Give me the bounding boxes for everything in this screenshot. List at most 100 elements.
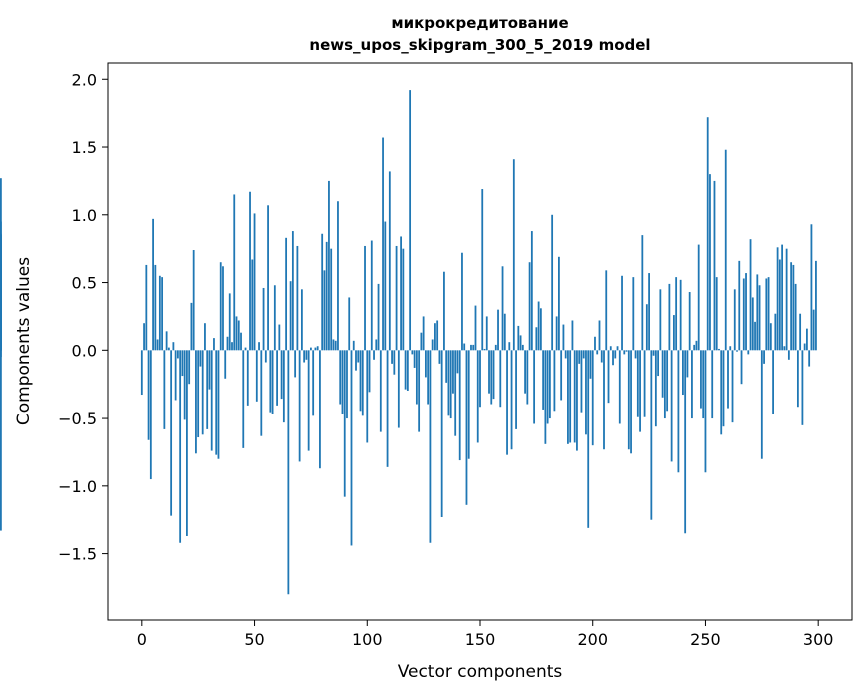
bar (377, 283, 380, 351)
bar (0, 350, 2, 531)
bar (472, 344, 475, 351)
bar (431, 339, 434, 351)
bar (0, 269, 2, 351)
bar (253, 213, 256, 351)
bar (449, 350, 452, 419)
bar (149, 350, 152, 480)
bar (609, 346, 612, 351)
bar (600, 350, 603, 363)
bar (210, 350, 213, 451)
bar (605, 270, 608, 351)
bar (654, 350, 657, 427)
bar (276, 350, 278, 406)
bar (573, 350, 576, 443)
bar (539, 308, 542, 351)
bar (278, 324, 281, 351)
bar (781, 244, 784, 351)
bar (582, 350, 585, 359)
bar (799, 313, 802, 351)
bar (215, 350, 218, 455)
bar (704, 350, 707, 473)
y-tick-label: −0.5 (58, 409, 97, 428)
bar (765, 278, 768, 351)
bar (749, 239, 752, 351)
bar (612, 350, 614, 366)
bars-group (0, 90, 817, 595)
bar (158, 275, 161, 351)
bar (740, 350, 743, 385)
bar (337, 201, 339, 351)
bar (682, 350, 684, 396)
bar (530, 231, 533, 351)
bar (161, 277, 164, 351)
bar (474, 305, 477, 351)
bar (652, 350, 655, 356)
bar (287, 350, 290, 595)
bar (307, 350, 310, 451)
y-axis-ticks: −1.5 −1.0 −0.5 0.0 0.5 1.0 1.5 2.0 (58, 70, 108, 564)
bar (321, 233, 324, 351)
bar (228, 293, 231, 351)
bar (684, 350, 687, 534)
bar (510, 350, 513, 450)
bar (251, 259, 254, 351)
bar (736, 350, 738, 352)
bar (359, 350, 362, 412)
bar (738, 260, 741, 351)
bar (366, 350, 369, 443)
bar (140, 350, 143, 396)
bar (249, 191, 251, 351)
bar (310, 347, 312, 351)
bar (555, 316, 558, 351)
bar (454, 350, 457, 436)
bar (776, 247, 779, 351)
bar (316, 346, 319, 351)
bar (758, 285, 761, 351)
bar (145, 264, 148, 351)
bar (650, 350, 653, 520)
bar (632, 277, 635, 351)
bar (576, 350, 578, 451)
bar (285, 237, 288, 351)
bar (382, 137, 384, 351)
bar (767, 277, 770, 351)
chart-title-line-2: news_upos_skipgram_300_5_2019 model (309, 36, 650, 54)
bar (384, 221, 387, 351)
bar (722, 350, 725, 427)
bar (533, 350, 536, 424)
y-tick-label: 2.0 (72, 70, 97, 89)
plot-frame (107, 62, 853, 621)
bar (742, 278, 745, 351)
bar (172, 342, 175, 351)
bar (733, 289, 736, 351)
bar (188, 350, 191, 385)
bar (515, 350, 517, 429)
bar (240, 332, 242, 351)
x-tick-label: 300 (803, 630, 834, 649)
bar (587, 350, 590, 528)
bar (231, 342, 233, 351)
bar (815, 260, 817, 351)
bar (165, 331, 168, 351)
bar (580, 350, 583, 413)
bar (255, 350, 258, 402)
bar (404, 350, 407, 390)
bar (163, 350, 166, 429)
bar (246, 350, 249, 406)
bar (346, 350, 348, 419)
bar (485, 316, 488, 351)
bar (465, 350, 468, 505)
bar (718, 348, 720, 351)
bar (406, 350, 409, 391)
bar (607, 350, 610, 404)
bar (244, 347, 247, 351)
bar (452, 350, 454, 394)
bar (724, 149, 727, 351)
bar (783, 346, 786, 351)
bar (375, 339, 378, 351)
bar (305, 350, 308, 360)
bar (273, 285, 276, 351)
bar (206, 350, 209, 429)
bar (794, 283, 797, 351)
bar (258, 342, 260, 351)
